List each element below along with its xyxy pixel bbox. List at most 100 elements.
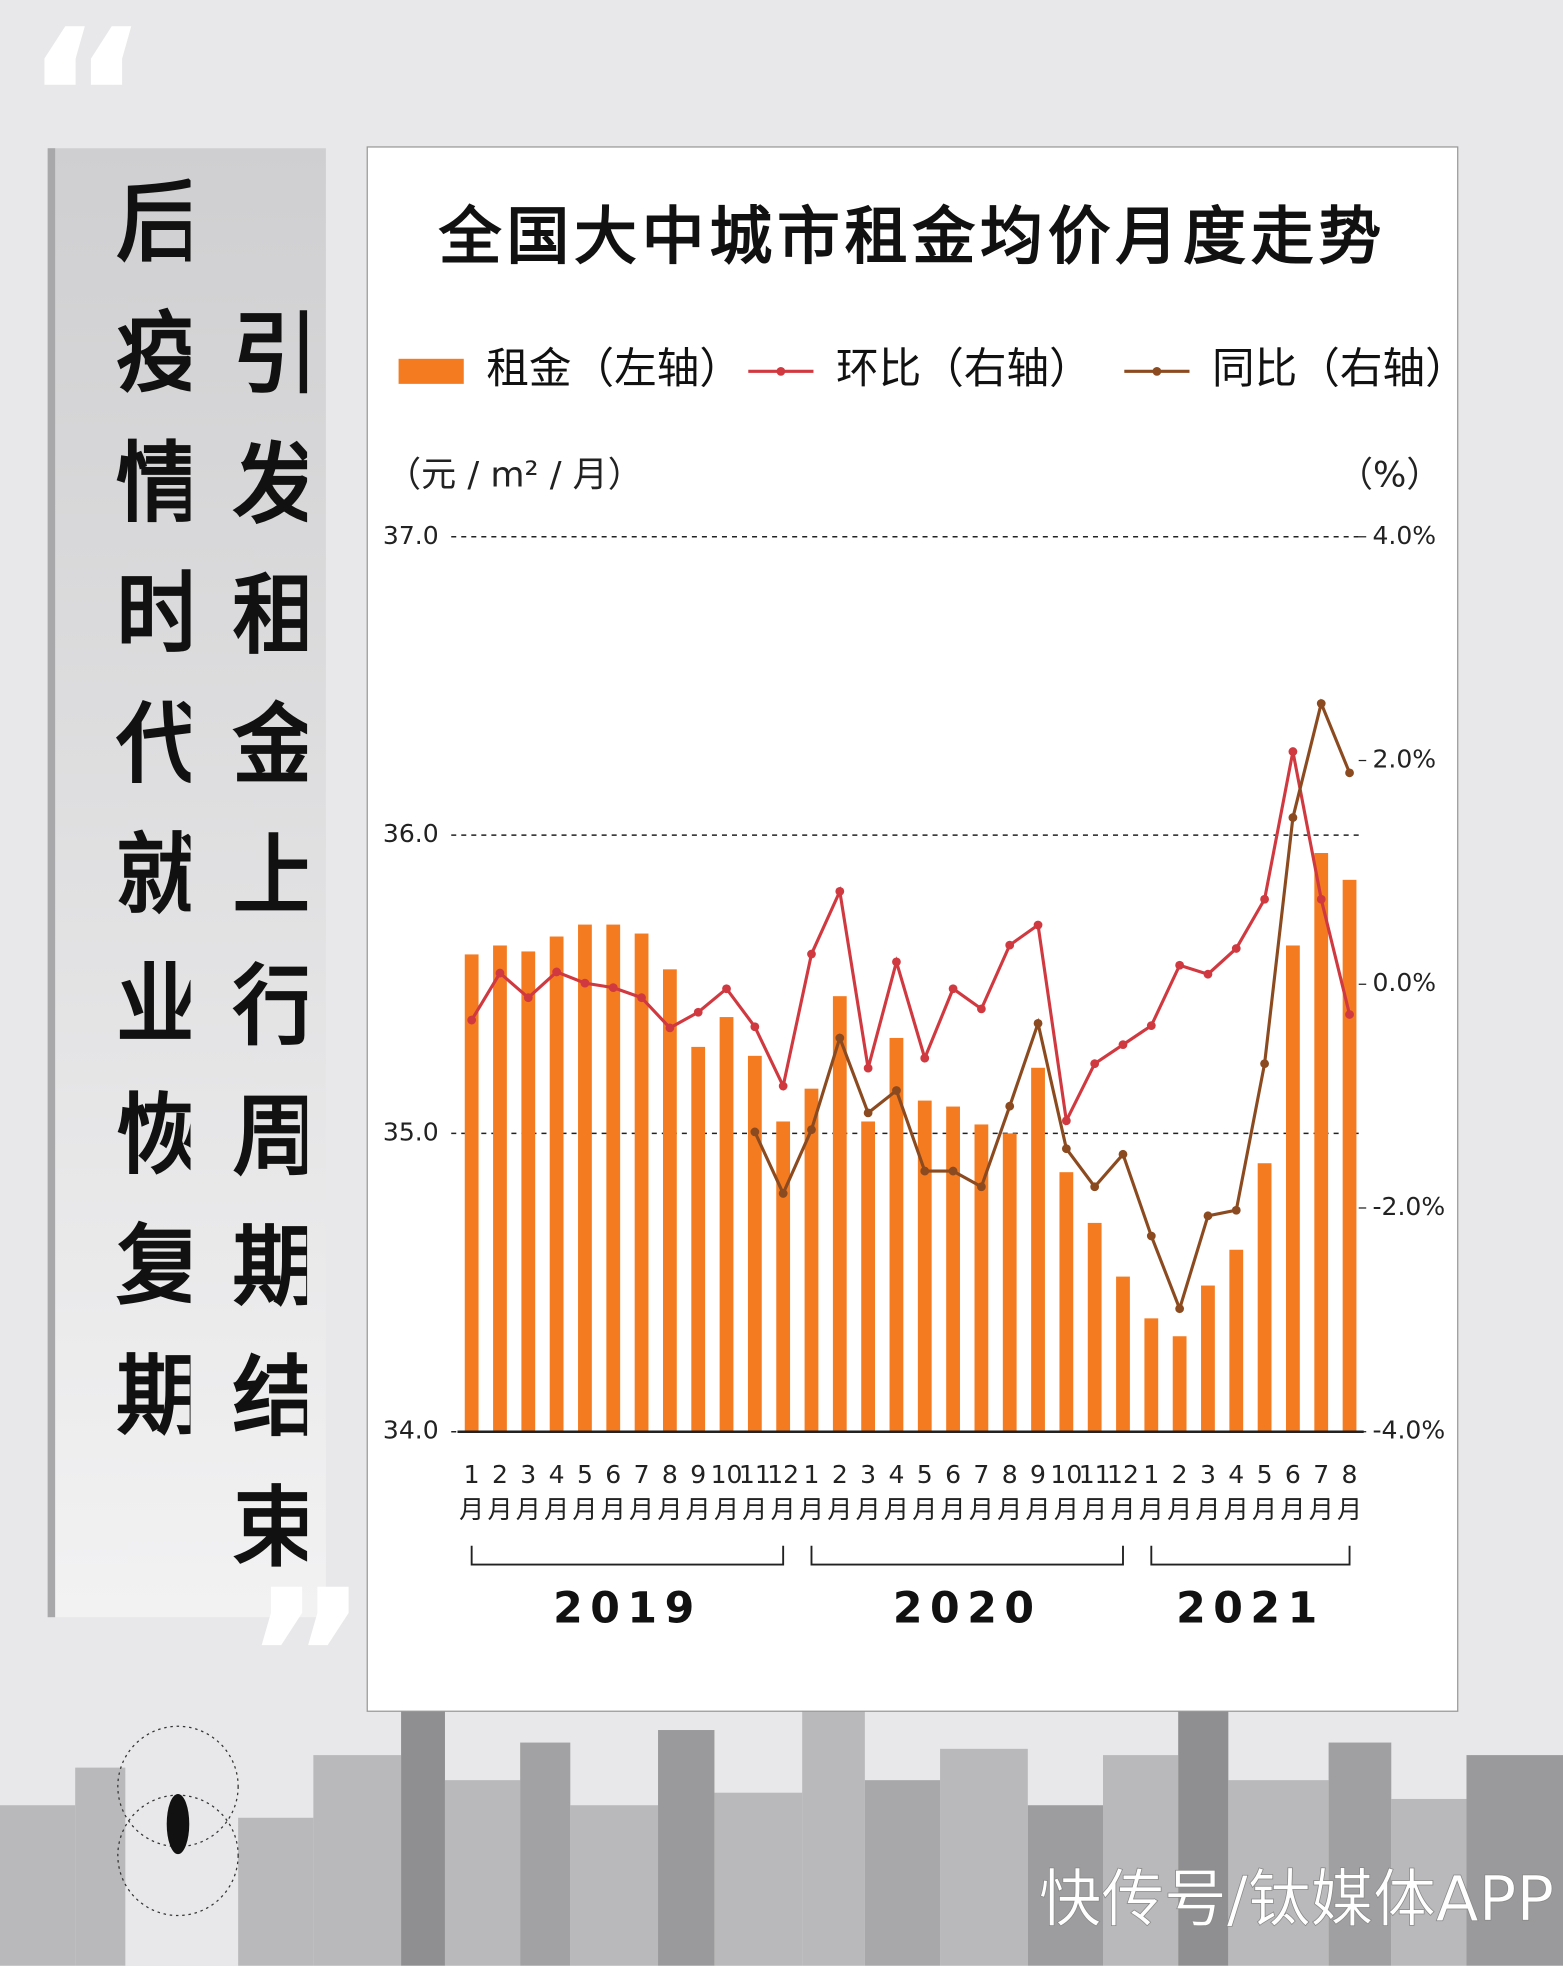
x-tick: 9月	[685, 1459, 711, 1525]
x-tick-label: 9月	[685, 1459, 711, 1525]
bars	[464, 852, 1357, 1432]
x-tick: 8月	[1337, 1459, 1363, 1525]
bar	[776, 1121, 791, 1432]
point	[977, 1004, 986, 1014]
deco-eye	[166, 1793, 190, 1855]
point	[1175, 960, 1185, 970]
x-tick-label: 10月	[1050, 1459, 1083, 1525]
bar	[464, 954, 479, 1432]
point	[778, 1081, 788, 1091]
y-tick-label: 35.0	[383, 1117, 439, 1146]
x-tick-label: 12月	[767, 1459, 800, 1525]
y-tick-label: 37.0	[383, 521, 439, 550]
x-tick-label: 5月	[572, 1459, 598, 1525]
year-bracket	[810, 1545, 1124, 1566]
x-tick-label: 7月	[629, 1459, 655, 1525]
open-quote: “	[25, 0, 149, 208]
bar	[946, 1106, 960, 1432]
x-tick-label: 5月	[1252, 1459, 1278, 1525]
year-label: 2020	[893, 1583, 1042, 1633]
point	[892, 1086, 901, 1095]
bar	[1342, 879, 1357, 1432]
y2-tick-label: 2.0%	[1372, 745, 1436, 774]
bar	[606, 924, 621, 1432]
line	[470, 751, 1352, 1126]
headline-panel	[50, 148, 326, 1618]
chart-panel	[366, 146, 1459, 1712]
point	[1146, 1231, 1156, 1241]
x-tick-label: 10月	[710, 1459, 743, 1525]
x-tick: 7月	[629, 1459, 655, 1525]
point	[1118, 1040, 1128, 1050]
bar	[889, 1037, 904, 1432]
x-tick-label: 3月	[855, 1459, 881, 1525]
x-tick: 8月	[997, 1459, 1023, 1525]
bar	[974, 1124, 989, 1432]
x-tick-label: 8月	[1337, 1459, 1363, 1525]
point	[948, 1166, 958, 1176]
legend-label: 环比（右轴）	[836, 344, 1092, 394]
x-tick-label: 6月	[940, 1459, 966, 1525]
x-tick: 4月	[883, 1459, 909, 1525]
y-axis-label: （元 / m² / 月）	[386, 455, 643, 496]
headline-col: 后疫情时代就业恢复期	[102, 176, 191, 1480]
x-tick-label: 8月	[997, 1459, 1023, 1525]
point	[665, 1023, 675, 1033]
y2-tick-label: -4.0%	[1372, 1416, 1445, 1445]
x-tick-label: 5月	[912, 1459, 938, 1525]
point	[807, 949, 816, 959]
x-tick: 2月	[487, 1459, 513, 1525]
y-tick-label: 34.0	[383, 1416, 439, 1445]
bar	[493, 945, 507, 1432]
point	[920, 1166, 930, 1176]
bar	[917, 1100, 932, 1432]
x-tick: 1月	[459, 1459, 485, 1525]
x-tick-label: 6月	[1280, 1459, 1306, 1525]
bar	[861, 1121, 876, 1432]
x-tick: 1月	[799, 1459, 824, 1524]
bar	[1059, 1172, 1074, 1432]
bar	[832, 996, 847, 1432]
x-tick-label: 1月	[459, 1459, 485, 1525]
bar	[1002, 1133, 1017, 1432]
bar	[804, 1088, 819, 1432]
x-tick-label: 2月	[487, 1459, 513, 1525]
point	[863, 1063, 873, 1073]
point	[1260, 894, 1269, 904]
x-tick-label: 11月	[738, 1459, 771, 1525]
point	[1061, 1144, 1071, 1154]
x-tick-label: 4月	[1223, 1459, 1249, 1525]
x-tick-label: 4月	[883, 1459, 909, 1525]
point	[1203, 1211, 1213, 1221]
point	[1231, 944, 1241, 953]
x-tick: 8月	[657, 1459, 682, 1524]
bar	[1229, 1249, 1244, 1432]
x-tick: 3月	[855, 1459, 881, 1525]
bar	[1286, 945, 1300, 1432]
bar	[1031, 1067, 1045, 1432]
x-tick-label: 6月	[600, 1459, 626, 1525]
point	[1005, 940, 1015, 950]
x-tick-label: 3月	[1195, 1459, 1221, 1525]
point	[523, 993, 533, 1003]
point	[892, 957, 901, 967]
x-tick-label: 9月	[1025, 1459, 1051, 1525]
chart-title: 全国大中城市租金均价月度走势	[438, 200, 1386, 273]
x-tick: 6月	[1280, 1459, 1306, 1525]
point	[1146, 1021, 1156, 1031]
bar	[747, 1055, 762, 1432]
line	[753, 698, 1351, 1314]
x-tick: 5月	[1252, 1459, 1278, 1525]
point	[1231, 1205, 1241, 1215]
point	[807, 1125, 816, 1135]
x-tick: 1月	[1139, 1459, 1164, 1524]
year-bracket	[470, 1545, 785, 1566]
year-label: 2019	[553, 1583, 702, 1633]
y2-tick-label: -2.0%	[1372, 1192, 1445, 1221]
point	[778, 1189, 788, 1198]
year-bracket	[1150, 1545, 1351, 1566]
x-tick: 5月	[572, 1459, 598, 1525]
point	[1005, 1101, 1015, 1111]
point	[948, 984, 958, 994]
point	[722, 984, 731, 994]
